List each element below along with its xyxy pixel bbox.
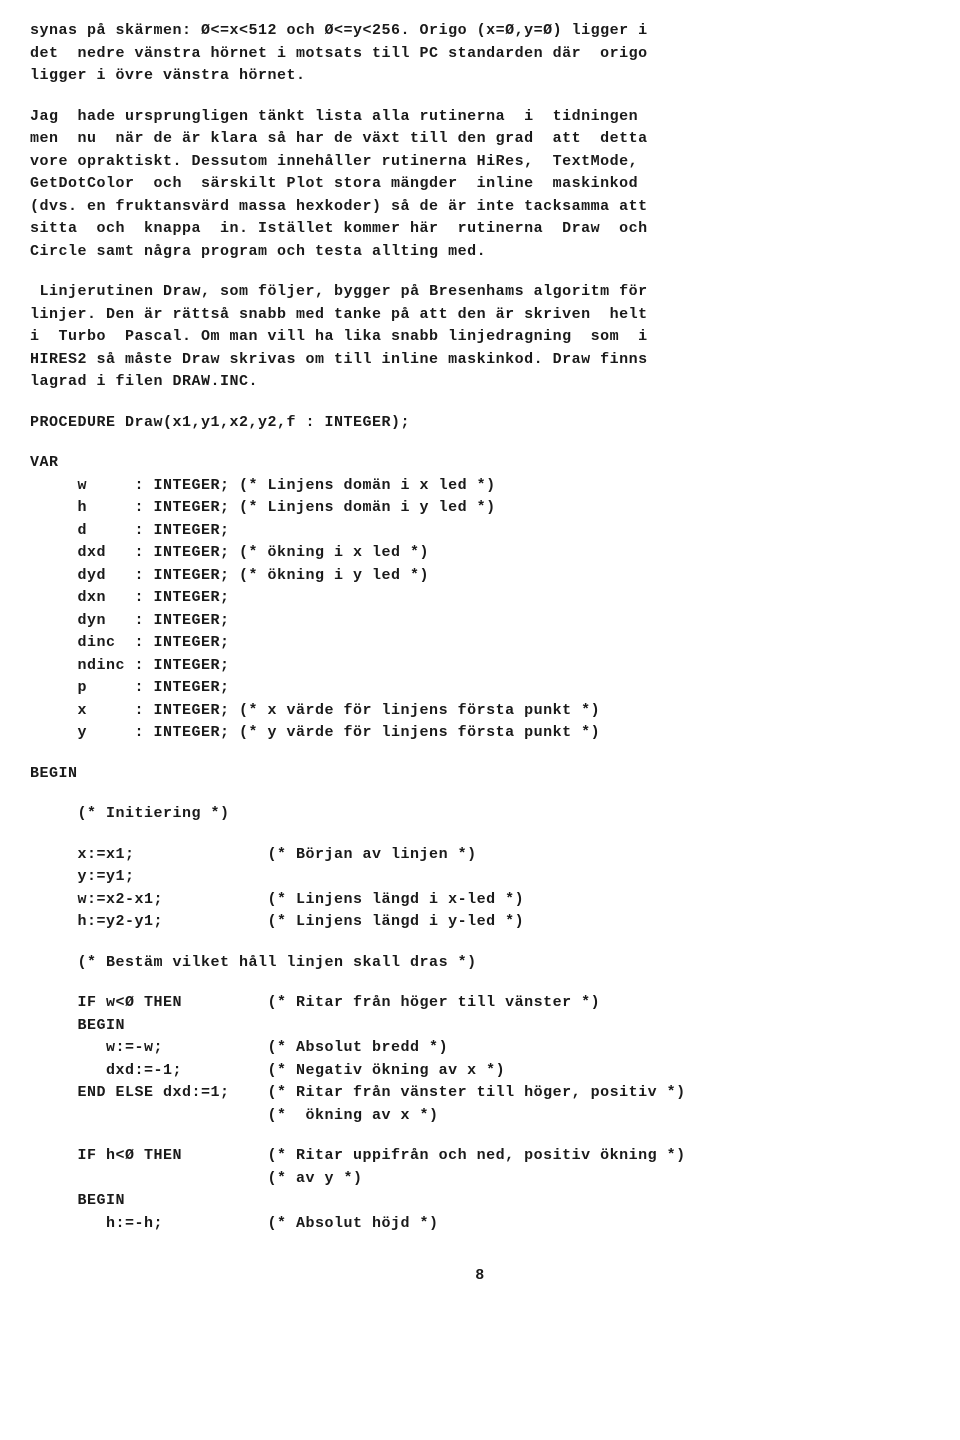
if-w-block: IF w<Ø THEN (* Ritar från höger till vän…: [30, 992, 930, 1127]
page-number: 8: [30, 1265, 930, 1288]
begin-keyword: BEGIN: [30, 763, 930, 786]
procedure-header: PROCEDURE Draw(x1,y1,x2,y2,f : INTEGER);: [30, 412, 930, 435]
direction-comment: (* Bestäm vilket håll linjen skall dras …: [30, 952, 930, 975]
paragraph-2: Jag hade ursprungligen tänkt lista alla …: [30, 106, 930, 264]
var-declarations: VAR w : INTEGER; (* Linjens domän i x le…: [30, 452, 930, 745]
paragraph-3: Linjerutinen Draw, som följer, bygger på…: [30, 281, 930, 394]
init-block: x:=x1; (* Början av linjen *) y:=y1; w:=…: [30, 844, 930, 934]
if-h-block: IF h<Ø THEN (* Ritar uppifrån och ned, p…: [30, 1145, 930, 1235]
paragraph-1: synas på skärmen: Ø<=x<512 och Ø<=y<256.…: [30, 20, 930, 88]
init-comment: (* Initiering *): [30, 803, 930, 826]
